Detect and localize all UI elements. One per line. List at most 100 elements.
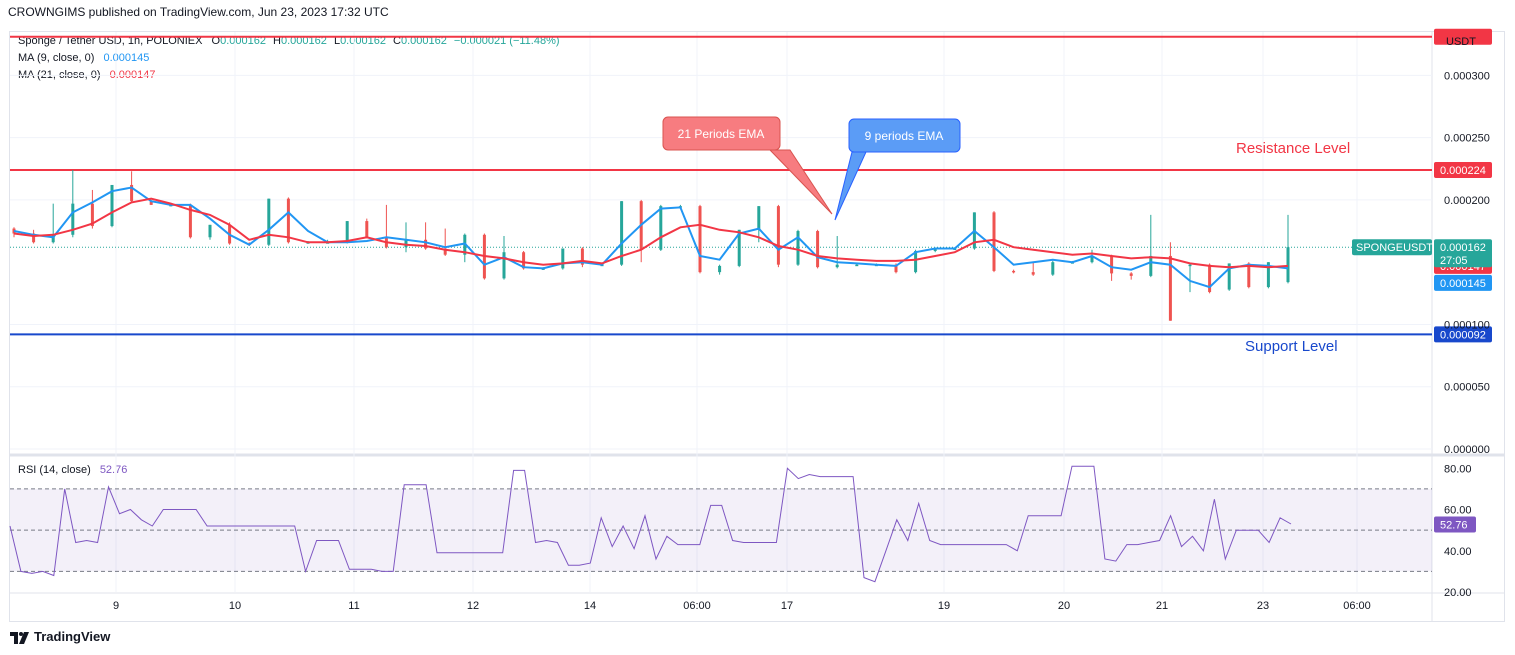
candle-body (914, 250, 918, 273)
candle-body (1051, 262, 1055, 275)
candle-body (620, 201, 624, 265)
resistance-annotation: Resistance Level (1236, 140, 1350, 157)
time-tick-label: 12 (467, 600, 479, 612)
rsi-current-label-bg (1434, 516, 1476, 533)
time-tick-label: 17 (781, 600, 793, 612)
candle-body (561, 248, 565, 269)
candle-body (208, 224, 212, 238)
candle-body (1266, 262, 1270, 288)
price-tick-label: 0.000300 (1444, 70, 1490, 82)
rsi-label: RSI (14, close) (18, 464, 91, 476)
candle-body (1208, 264, 1212, 293)
rsi-tick-label: 20.00 (1444, 587, 1472, 599)
candle-body (1110, 255, 1114, 274)
candle-body (757, 206, 761, 230)
rsi-line (9, 465, 1292, 583)
resistance-price-label: 0.000224 (1440, 165, 1486, 177)
candle-body (149, 201, 153, 205)
candle-body (796, 231, 800, 265)
ma9-value: 0.000145 (103, 52, 150, 64)
tradingview-footer: TradingView (10, 629, 110, 644)
candle-body (32, 233, 36, 243)
price-change: −0.000021 (−11.48%) (453, 35, 560, 47)
last-price-label-bg (1434, 239, 1492, 268)
price-tick-label: 0.000100 (1444, 319, 1490, 331)
ema9-callout-pointer (834, 151, 867, 221)
candle-body (1012, 270, 1016, 273)
candle-body (894, 264, 898, 273)
ma9-legend[interactable]: MA (9, close, 0) 0.000145 (18, 52, 149, 64)
candle-body (992, 212, 996, 271)
price-tick-label: 0.000000 (1444, 444, 1490, 456)
rsi-tick-label: 40.00 (1444, 546, 1472, 558)
candle-body (1168, 255, 1172, 321)
rsi-tick-label: 80.00 (1444, 463, 1472, 475)
candle-body (286, 198, 290, 243)
candle-body (130, 184, 134, 202)
time-tick-label: 06:00 (1343, 600, 1371, 612)
chart-frame (9, 31, 1505, 622)
candle-body (1149, 255, 1153, 276)
candle-body (404, 239, 408, 248)
ema21-callout-box (662, 116, 781, 151)
candle-body (267, 198, 271, 245)
ma9-price-label-bg (1434, 274, 1492, 291)
candle-body (835, 264, 839, 268)
ma9-line (13, 186, 1289, 289)
publish-info: CROWNGIMS published on TradingView.com, … (8, 5, 389, 19)
candle-body (71, 203, 75, 235)
price-tick-label: 0.000200 (1444, 195, 1490, 207)
price-tick-label: 0.000050 (1444, 382, 1490, 394)
candle-body (1129, 273, 1133, 276)
rsi-value: 52.76 (99, 464, 128, 476)
candle-body (443, 248, 447, 255)
symbol-legend[interactable]: Sponge / Tether USD, 1h, POLONIEX O0.000… (18, 35, 564, 47)
candle-body (1227, 263, 1231, 290)
tradingview-logo-icon (10, 631, 29, 644)
rsi-legend[interactable]: RSI (14, close) 52.76 (18, 464, 127, 476)
symbol-tag-bg (1352, 239, 1432, 256)
candle-body (90, 203, 94, 227)
ema21-callout-text: 21 Periods EMA (678, 127, 765, 141)
time-tick-label: 14 (584, 600, 596, 612)
candle-body (776, 206, 780, 265)
candle-body (816, 231, 820, 268)
ma9-price-label: 0.000145 (1440, 278, 1486, 290)
candle-body (345, 221, 349, 243)
candle-body (737, 229, 741, 266)
candle-body (1188, 264, 1192, 267)
time-tick-label: 06:00 (683, 600, 711, 612)
time-tick-label: 21 (1156, 600, 1168, 612)
candle-body (718, 265, 722, 273)
rsi-current-label: 52.76 (1440, 519, 1468, 531)
countdown-label: 27:05 (1440, 255, 1468, 267)
candle-body (51, 234, 55, 243)
candle-body (110, 184, 114, 227)
ma21-line (13, 197, 1289, 269)
time-tick-label: 11 (348, 600, 359, 612)
time-tick-label: 10 (229, 600, 241, 612)
candle-body (522, 252, 526, 269)
candle-body (188, 204, 192, 238)
candle-body (1286, 247, 1290, 283)
candle-body (1031, 272, 1035, 275)
candle-body (502, 252, 506, 279)
support-annotation: Support Level (1245, 338, 1338, 355)
candle-body (1247, 263, 1251, 288)
symbol-title: Sponge / Tether USD, 1h, POLONIEX (18, 35, 203, 47)
footer-brand: TradingView (34, 629, 111, 644)
support-price-label-bg (1434, 326, 1492, 343)
currency-label: USDT (1446, 36, 1476, 48)
time-tick-label: 19 (938, 600, 950, 612)
resistance-price-label-bg (1434, 162, 1492, 179)
ema9-callout-box (848, 118, 961, 153)
candle-body (933, 248, 937, 251)
last-price-label: 0.000162 (1440, 242, 1486, 254)
ohlc-values: O0.000162 H0.000162 L0.000162 C0.000162 … (211, 35, 560, 47)
symbol-tag: SPONGEUSDT (1356, 242, 1433, 254)
support-price-label: 0.000092 (1440, 329, 1486, 341)
candle-body (424, 239, 428, 249)
top-line-label-bg (1434, 28, 1492, 45)
candle-body (1090, 255, 1094, 263)
